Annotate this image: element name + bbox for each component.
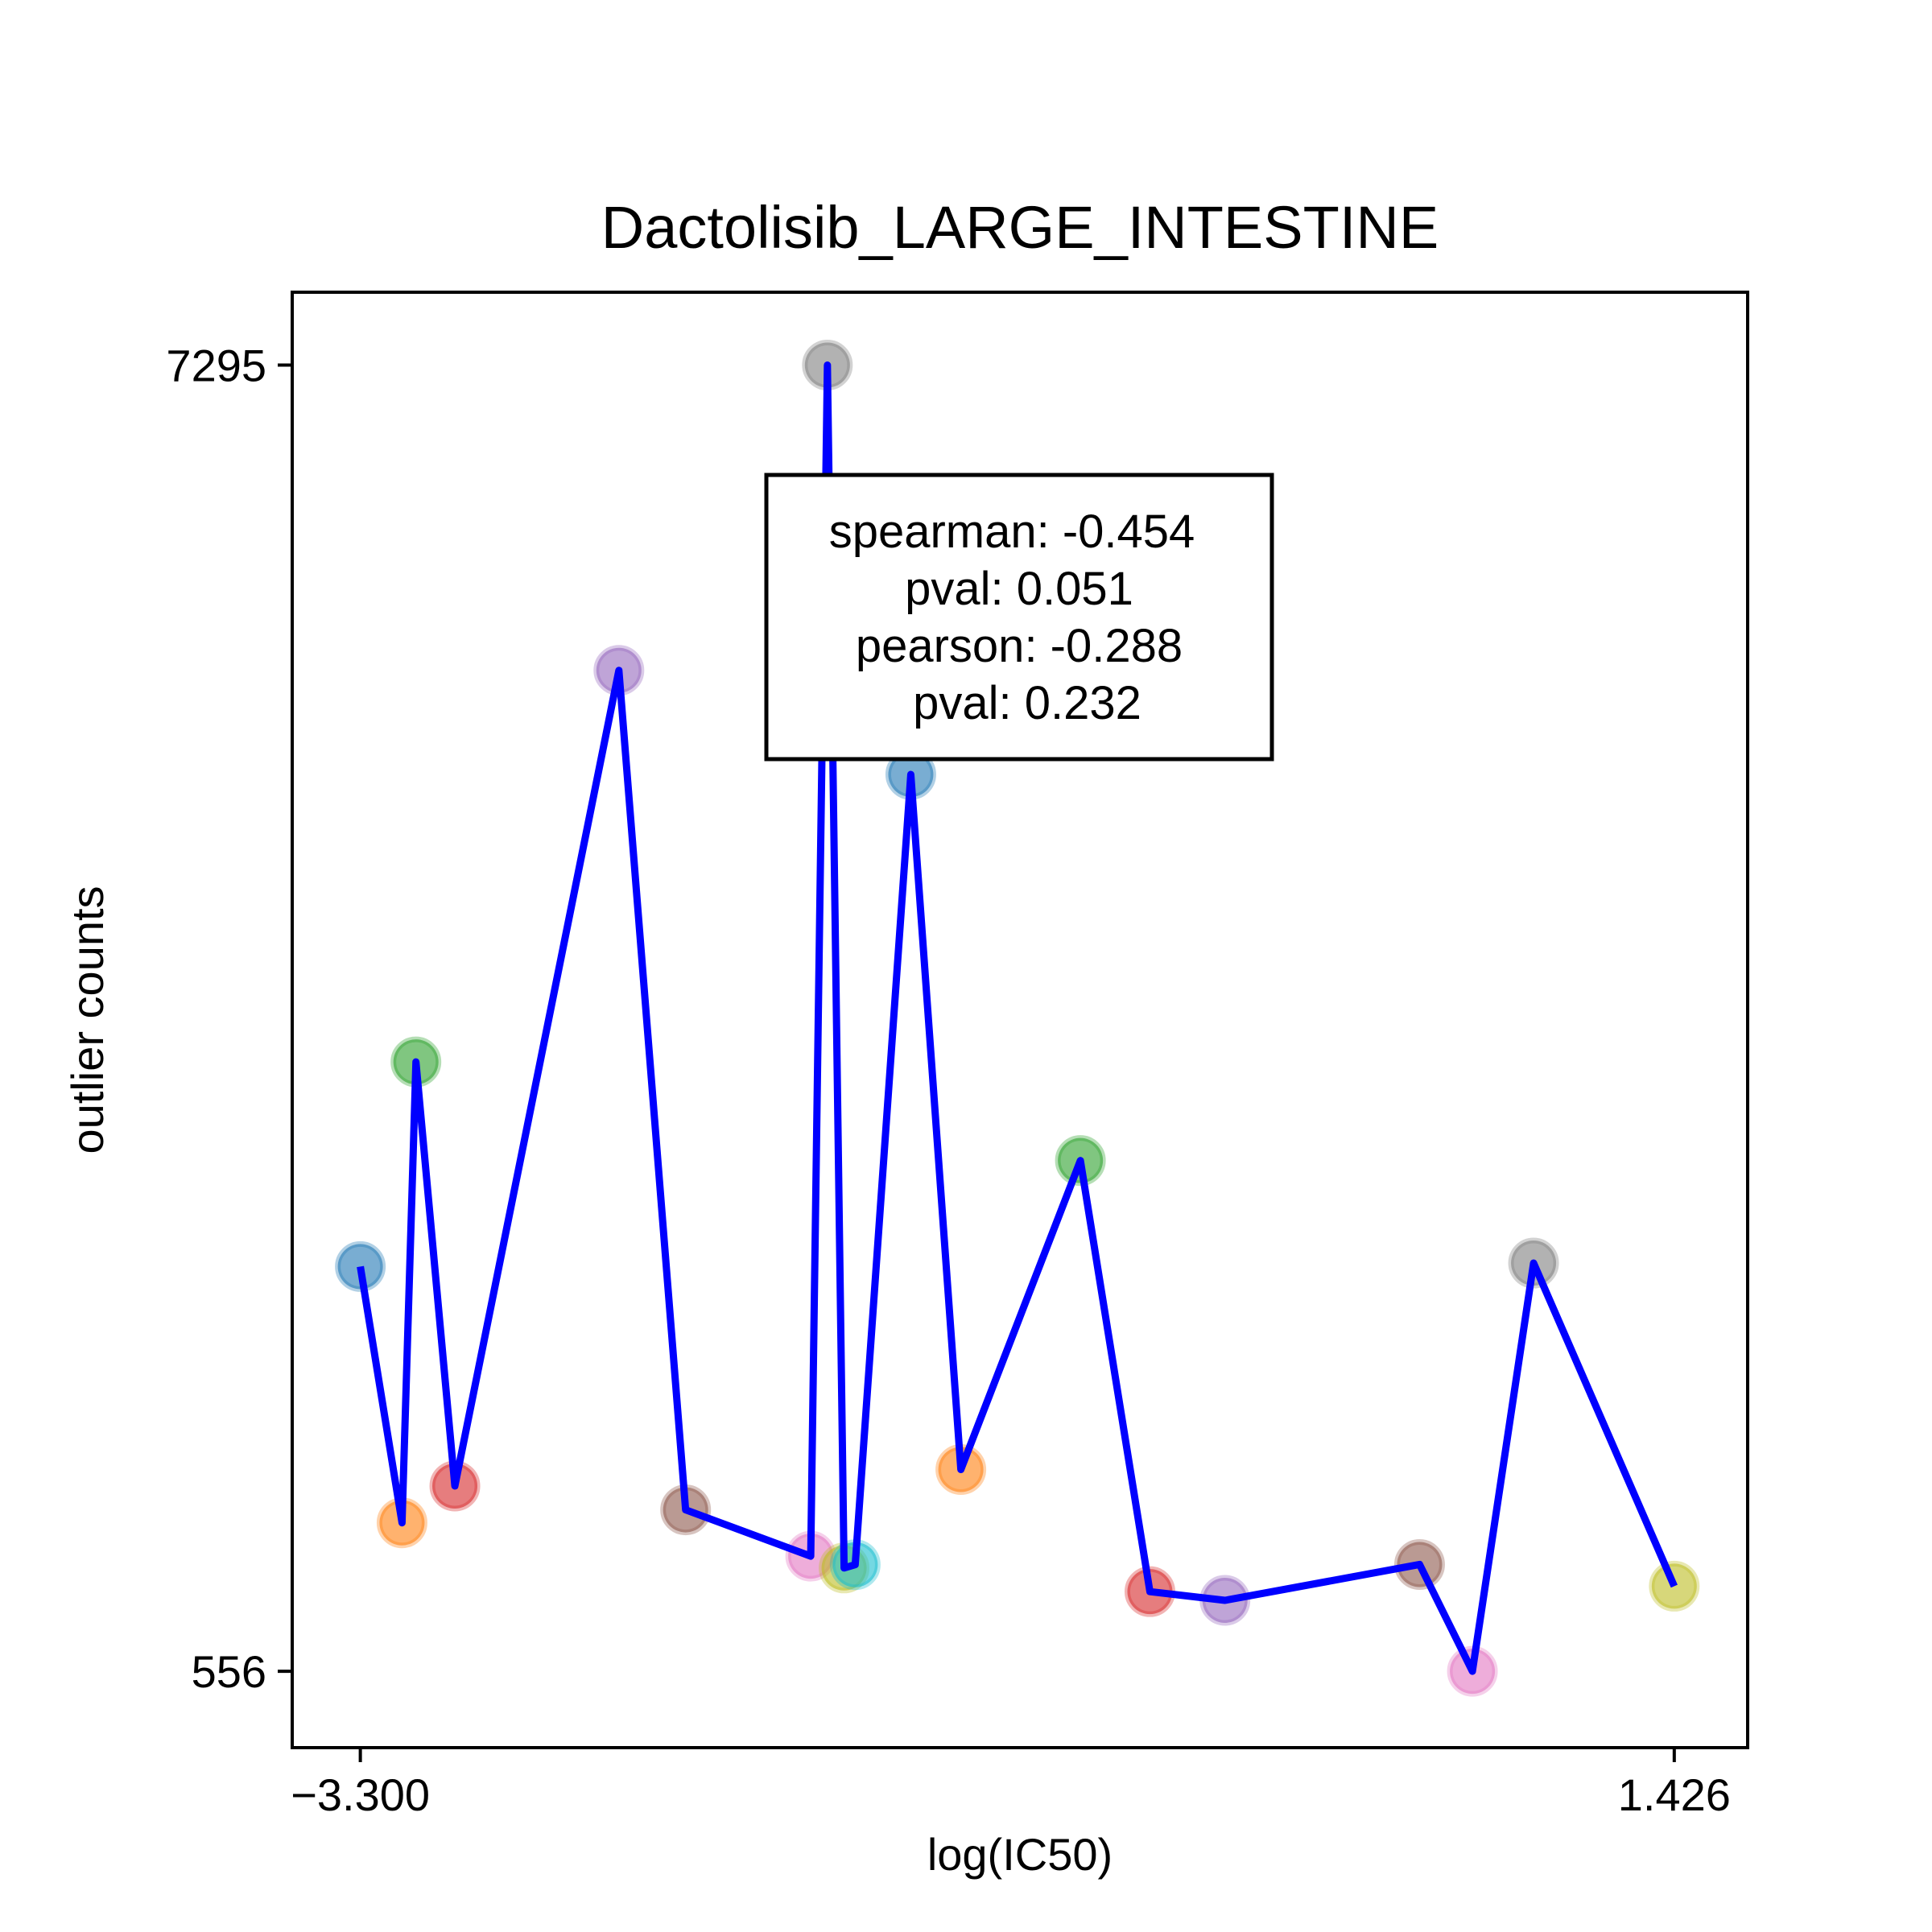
x-axis-label: log(IC50) xyxy=(927,1829,1113,1880)
stat-spearman: spearman: -0.454 xyxy=(829,506,1195,558)
y-axis-label: outlier counts xyxy=(62,886,113,1154)
chart-title: Dactolisib_LARGE_INTESTINE xyxy=(601,194,1439,261)
x-tick-label-1: 1.426 xyxy=(1618,1769,1731,1820)
stat-spearman-pval: pval: 0.051 xyxy=(905,563,1133,615)
y-tick-label-0: 7295 xyxy=(166,341,266,391)
plot-area xyxy=(335,340,1700,1697)
series-line xyxy=(357,361,1678,1675)
stats-box xyxy=(764,473,1274,762)
stat-pearson-pval: pval: 0.232 xyxy=(913,677,1141,729)
x-tick-label-0: −3.300 xyxy=(291,1769,430,1820)
y-tick-label-1: 556 xyxy=(192,1646,266,1697)
plot-frame xyxy=(291,291,1749,1749)
stats-annotation: spearman: -0.454 pval: 0.051 pearson: -0… xyxy=(764,473,1274,762)
axis-ticks: −3.300 1.426 7295 556 xyxy=(166,341,1730,1820)
stat-pearson: pearson: -0.288 xyxy=(856,620,1183,672)
